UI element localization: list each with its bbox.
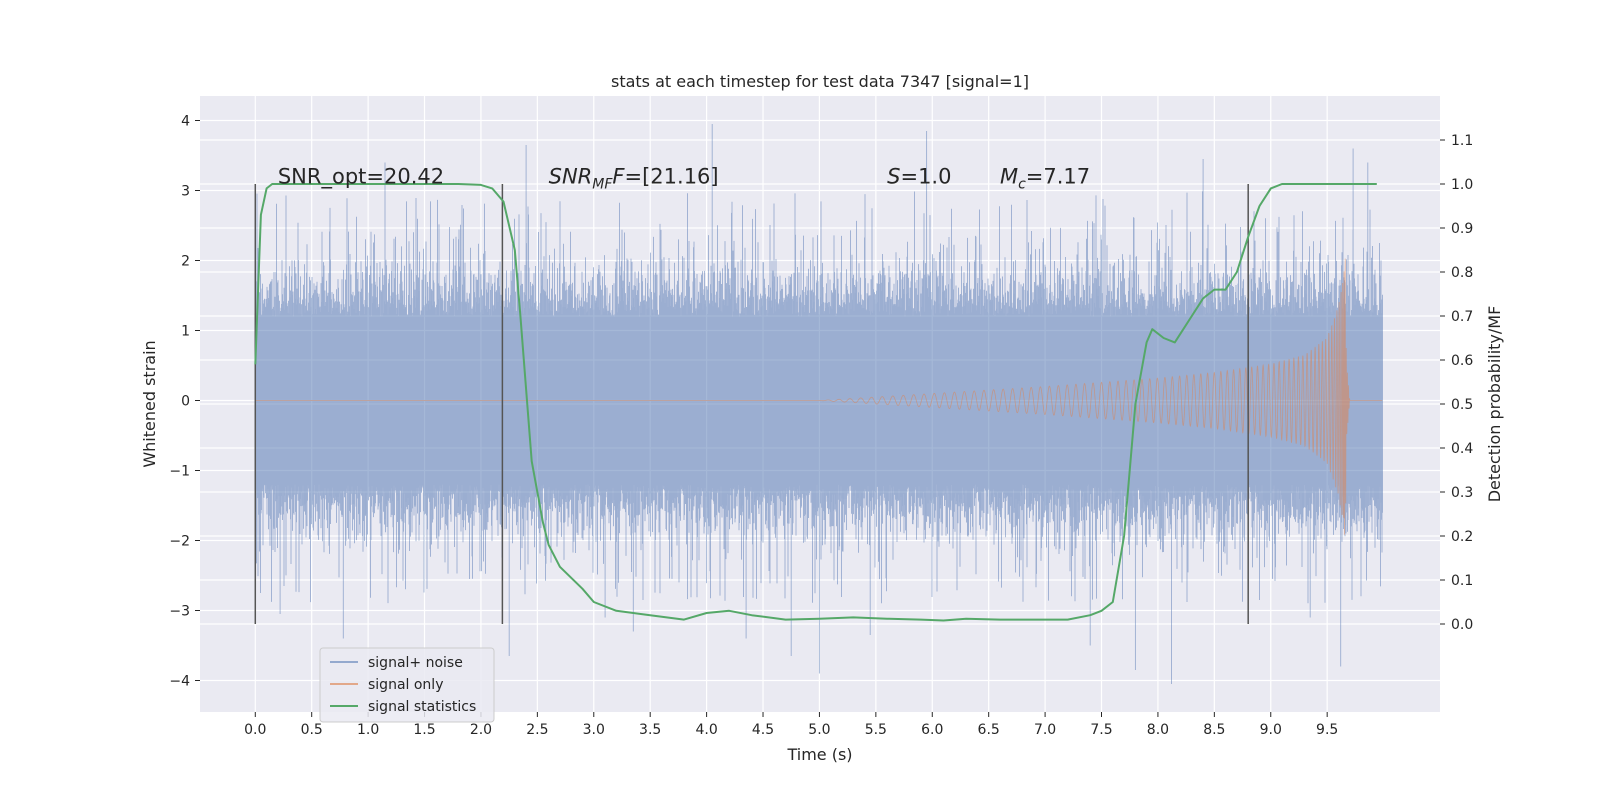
legend-label-signal-noise: signal+ noise: [368, 655, 463, 671]
signal-only-series: [255, 258, 1383, 535]
x-tick-label: 3.0: [583, 722, 605, 738]
x-tick-label: 4.5: [752, 722, 774, 738]
x-tick-label: 1.0: [357, 722, 379, 738]
y-tick-label: −3: [169, 604, 190, 620]
y-tick-label: 1: [181, 324, 190, 340]
y2-tick-label: 0.1: [1451, 573, 1473, 589]
x-tick-label: 7.0: [1034, 722, 1056, 738]
annotation-2: S=1.0: [887, 165, 951, 189]
y-tick-label: 2: [181, 254, 190, 270]
y-tick-label: 3: [181, 184, 190, 200]
x-tick-label: 3.5: [639, 722, 661, 738]
x-axis-label: Time (s): [786, 745, 852, 764]
annotation-0: SNR_opt=20.42: [278, 165, 444, 190]
y-tick-label: 4: [181, 114, 190, 130]
y2-tick-label: 0.5: [1451, 397, 1473, 413]
x-tick-label: 9.0: [1260, 722, 1282, 738]
y-tick-label: −1: [169, 464, 190, 480]
y-tick-label: −2: [169, 534, 190, 550]
y-tick-label: 0: [181, 394, 190, 410]
x-tick-label: 6.0: [921, 722, 943, 738]
legend: signal+ noise signal only signal statist…: [319, 647, 495, 723]
x-tick-label: 7.5: [1090, 722, 1112, 738]
annotation-1: SNRMFF=[21.16]: [549, 165, 719, 193]
tick-labels: 0.0 0.5 1.0 1.5 2.0 2.5 3.0 3.5 4.0 4.5 5.0 5.5 6.0 6…: [169, 114, 1473, 739]
y-axis-label: Whitened strain: [140, 340, 159, 467]
x-tick-label: 2.5: [526, 722, 548, 738]
y2-tick-label: 0.2: [1451, 529, 1473, 545]
y2-tick-label: 1.1: [1451, 133, 1473, 149]
y2-tick-label: 0.7: [1451, 309, 1473, 325]
x-tick-label: 0.0: [244, 722, 266, 738]
y2-tick-label: 1.0: [1451, 177, 1473, 193]
y2-tick-label: 0.9: [1451, 221, 1473, 237]
x-tick-label: 0.5: [301, 722, 323, 738]
x-tick-label: 5.0: [808, 722, 830, 738]
legend-label-signal-statistics: signal statistics: [368, 699, 476, 715]
y2-tick-label: 0.3: [1451, 485, 1473, 501]
x-tick-label: 8.0: [1147, 722, 1169, 738]
threshold-lines: [254, 184, 1249, 624]
x-tick-label: 4.0: [695, 722, 717, 738]
y-tick-label: −4: [169, 674, 190, 690]
x-tick-label: 5.5: [865, 722, 887, 738]
y2-tick-label: 0.6: [1451, 353, 1473, 369]
x-tick-label: 1.5: [413, 722, 435, 738]
y2-tick-label: 0.4: [1451, 441, 1473, 457]
chart-title: stats at each timestep for test data 734…: [611, 72, 1029, 91]
x-tick-label: 6.5: [978, 722, 1000, 738]
x-tick-label: 8.5: [1203, 722, 1225, 738]
signal-statistics-line: [254, 183, 1377, 622]
legend-label-signal-only: signal only: [368, 677, 443, 693]
y2-tick-label: 0.0: [1451, 617, 1473, 633]
legend-box: [319, 647, 495, 723]
signal-only-trace: [255, 258, 1383, 535]
signal-statistics-series: [254, 183, 1377, 622]
x-tick-label: 2.0: [470, 722, 492, 738]
x-tick-label: 9.5: [1316, 722, 1338, 738]
y2-tick-label: 0.8: [1451, 265, 1473, 281]
y2-axis-label: Detection probability/MF: [1485, 306, 1504, 503]
annotations: SNR_opt=20.42 SNRMFF=[21.16] S=1.0 Mc=7.17: [278, 165, 1090, 193]
annotation-3: Mc=7.17: [1000, 165, 1090, 193]
